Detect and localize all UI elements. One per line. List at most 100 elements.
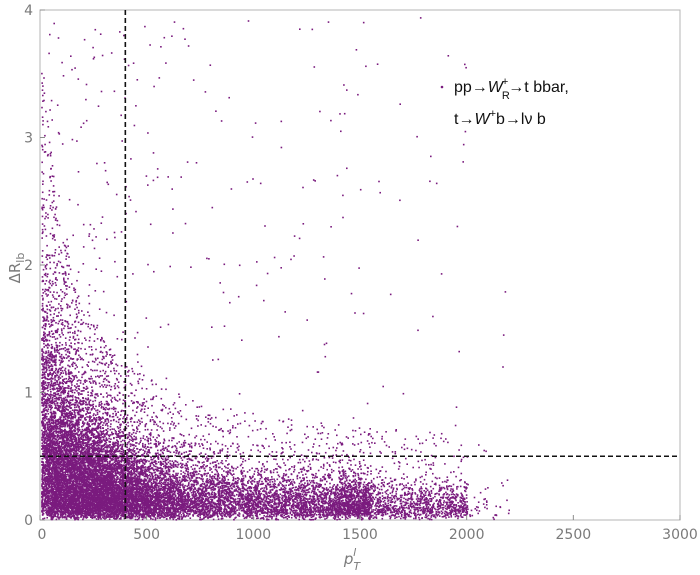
scatter-point <box>123 466 125 469</box>
scatter-point <box>370 473 372 475</box>
scatter-point <box>424 458 426 461</box>
scatter-point <box>269 505 271 508</box>
scatter-point <box>215 469 218 472</box>
scatter-point <box>148 474 151 476</box>
scatter-point <box>233 511 236 514</box>
scatter-point <box>57 131 60 134</box>
scatter-point <box>52 396 54 399</box>
scatter-point <box>66 422 69 424</box>
scatter-point <box>219 514 222 516</box>
scatter-point <box>257 471 259 474</box>
scatter-point <box>70 465 73 468</box>
scatter-point <box>308 506 311 509</box>
scatter-point <box>384 496 387 499</box>
scatter-point <box>146 470 148 472</box>
scatter-point <box>81 472 84 474</box>
scatter-point <box>283 478 286 480</box>
scatter-point <box>91 386 93 388</box>
scatter-point <box>221 496 223 498</box>
scatter-point <box>113 418 115 421</box>
scatter-point <box>260 475 263 478</box>
scatter-point <box>343 112 346 115</box>
scatter-point <box>439 486 441 489</box>
scatter-point <box>41 250 44 252</box>
scatter-point <box>47 382 49 384</box>
scatter-point <box>325 487 328 489</box>
scatter-point <box>49 415 52 418</box>
scatter-point <box>187 468 190 471</box>
scatter-point <box>93 444 95 447</box>
scatter-point <box>44 274 47 277</box>
scatter-point <box>91 349 93 351</box>
scatter-point <box>96 369 98 372</box>
scatter-point <box>331 457 334 459</box>
scatter-point <box>242 460 244 463</box>
scatter-point <box>424 516 427 518</box>
scatter-point <box>420 513 422 516</box>
scatter-point <box>231 484 233 486</box>
scatter-point <box>362 459 365 461</box>
scatter-point <box>121 338 123 341</box>
scatter-point <box>133 491 135 493</box>
scatter-point <box>382 501 385 503</box>
scatter-point <box>148 471 151 474</box>
scatter-point <box>371 487 373 490</box>
scatter-point <box>228 463 230 465</box>
scatter-point <box>122 331 124 333</box>
scatter-point <box>153 487 156 490</box>
scatter-point <box>107 474 109 477</box>
scatter-point <box>173 21 176 23</box>
scatter-point <box>404 486 406 489</box>
scatter-point <box>91 404 94 406</box>
scatter-point <box>254 420 256 422</box>
scatter-point <box>362 498 364 500</box>
scatter-point <box>156 416 158 419</box>
scatter-point <box>286 513 288 515</box>
scatter-point <box>250 510 253 513</box>
scatter-point <box>302 474 304 476</box>
scatter-point <box>445 481 448 483</box>
scatter-point <box>221 462 224 465</box>
scatter-point <box>163 449 165 451</box>
scatter-point <box>346 89 348 91</box>
scatter-point <box>342 472 345 474</box>
scatter-point <box>174 445 177 448</box>
scatter-point <box>391 498 393 500</box>
scatter-point <box>112 406 115 409</box>
scatter-point <box>43 151 46 153</box>
scatter-point <box>298 458 301 461</box>
scatter-point <box>269 501 272 504</box>
scatter-point <box>113 469 116 471</box>
scatter-point <box>47 351 50 354</box>
scatter-point <box>241 339 243 341</box>
scatter-point <box>135 499 138 502</box>
scatter-point <box>311 518 314 521</box>
scatter-point <box>304 516 307 518</box>
scatter-point <box>48 323 50 325</box>
scatter-point <box>430 463 432 466</box>
scatter-point <box>74 288 77 291</box>
scatter-point <box>360 441 363 444</box>
scatter-point <box>317 502 320 504</box>
scatter-point <box>199 445 201 448</box>
scatter-point <box>321 479 323 482</box>
scatter-point <box>259 506 262 508</box>
scatter-point <box>126 455 128 458</box>
scatter-point <box>289 456 291 459</box>
scatter-point <box>52 206 54 209</box>
scatter-point <box>345 436 348 438</box>
scatter-point <box>47 289 50 292</box>
scatter-point <box>44 228 47 231</box>
scatter-point <box>113 491 116 494</box>
scatter-point <box>76 409 79 412</box>
scatter-point <box>44 377 47 380</box>
scatter-point <box>425 501 427 504</box>
scatter-point <box>99 385 101 388</box>
scatter-point <box>69 331 71 334</box>
scatter-point <box>71 409 74 411</box>
scatter-point <box>293 255 295 257</box>
scatter-point <box>153 270 155 273</box>
scatter-point <box>372 514 374 517</box>
scatter-point <box>69 456 71 458</box>
scatter-point <box>289 478 292 481</box>
